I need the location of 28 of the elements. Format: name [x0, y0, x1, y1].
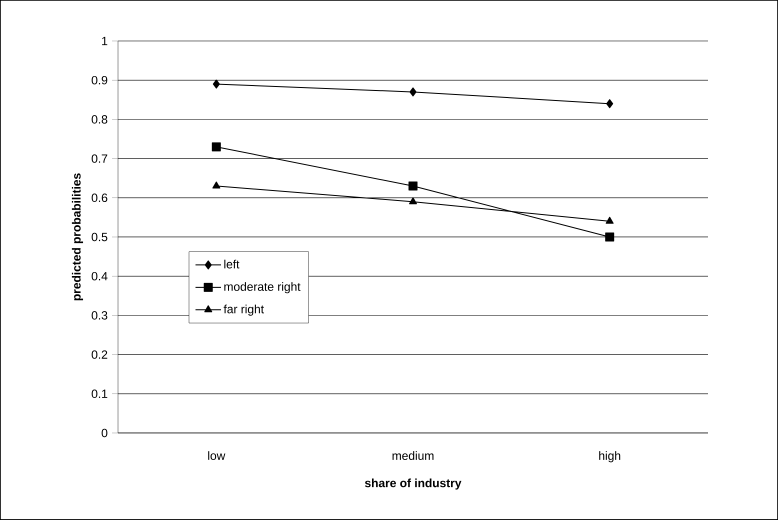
y-tick-label: 0.9 [92, 76, 108, 84]
legend-label: far right [224, 304, 264, 316]
point [606, 99, 614, 108]
point [408, 182, 418, 191]
point [410, 87, 417, 96]
y-tick-label: 0.7 [92, 154, 108, 163]
legend-label: moderate right [224, 282, 300, 294]
point [605, 232, 614, 242]
x-tick-label: low [208, 451, 226, 460]
x-axis-title: share of industry [364, 478, 462, 490]
y-tick-label: 0.1 [92, 390, 108, 398]
point [212, 182, 220, 189]
point [212, 142, 221, 152]
point [212, 80, 220, 89]
y-tick-label: 1 [102, 36, 108, 46]
x-tick-label: medium [392, 451, 434, 460]
legend-label: left [224, 260, 240, 268]
y-tick-label: 0.8 [92, 115, 108, 124]
y-tick-label: 0.2 [92, 350, 108, 359]
point [606, 216, 614, 224]
y-axis-title: predicted probabilities [72, 173, 84, 300]
y-tick-label: 0.3 [92, 311, 108, 320]
y-tick-label: 0 [102, 428, 108, 438]
y-tick-label: 0.5 [92, 232, 108, 242]
point [409, 197, 417, 204]
x-tick-label: high [599, 451, 620, 462]
y-tick-label: 0.6 [92, 194, 108, 202]
y-tick-label: 0.4 [92, 272, 108, 280]
